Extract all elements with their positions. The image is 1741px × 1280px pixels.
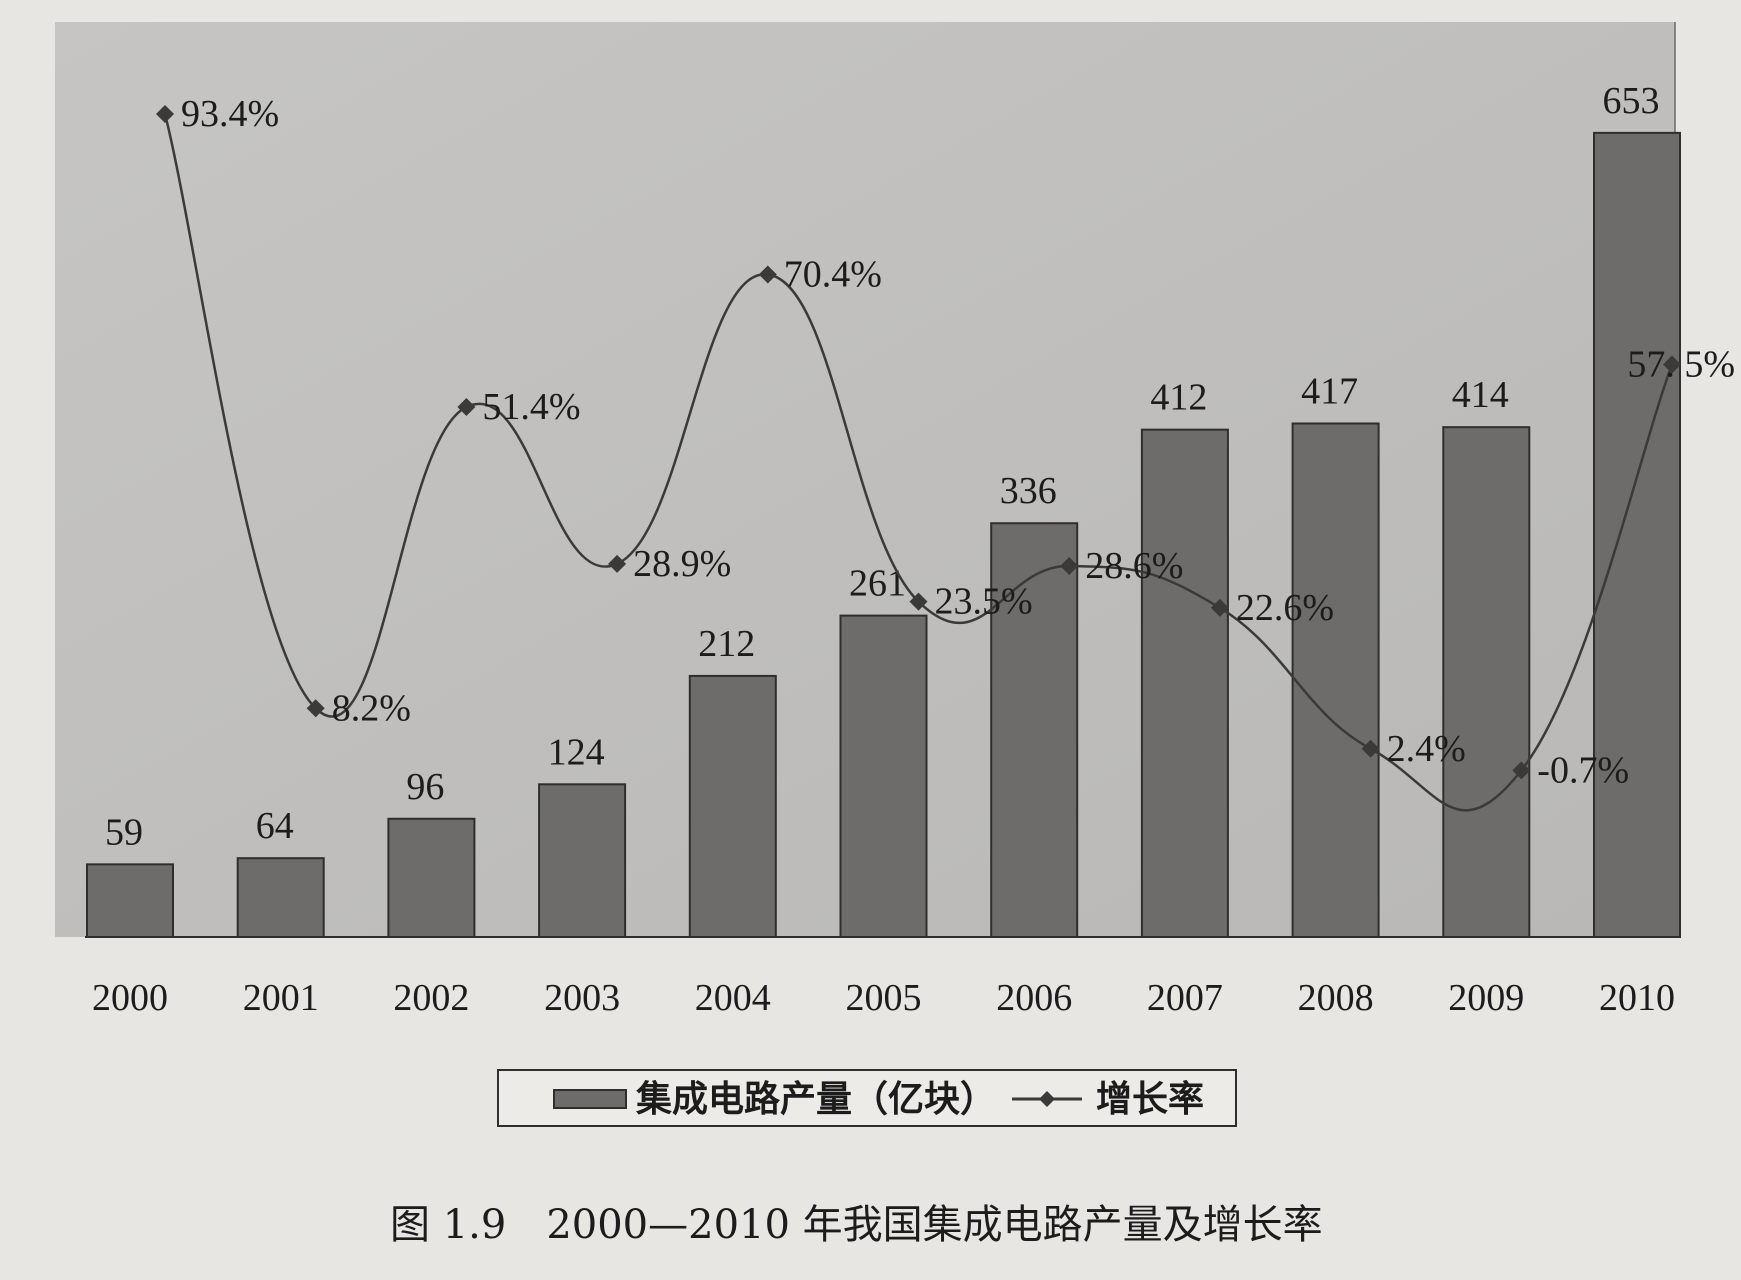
bar-label-2003: 124 [548,731,605,773]
bar-2005 [839,614,928,939]
bars [86,131,1681,939]
rate-label-2002: 51.4% [482,386,580,428]
bar-label-2006: 336 [1000,470,1057,512]
legend: 集成电路产量（亿块） 增长率 [497,1069,1237,1127]
rate-point-2002 [457,397,476,416]
bar-2002 [387,817,476,938]
x-tick-label-2006: 2006 [996,977,1072,1019]
legend-bar-label: 集成电路产量（亿块） [635,1079,996,1120]
x-tick-label-2003: 2003 [544,977,620,1019]
x-tick-label-2009: 2009 [1448,977,1524,1019]
bar-2010 [1593,131,1681,938]
rate-label-2008: 2.4% [1387,728,1466,770]
rate-label-2000: 93.4% [181,93,279,135]
x-tick-label-2002: 2002 [393,977,469,1019]
legend-bar-swatch [553,1089,627,1109]
rate-label-2009: -0.7% [1537,749,1629,791]
bar-labels: 59 64 96 124 212 261 336 412 417 414 653 [105,80,1660,853]
bar-label-2008: 417 [1301,370,1358,412]
bar-label-2002: 96 [406,766,444,808]
bar-2001 [236,857,325,939]
rate-point-2008 [1361,739,1380,758]
rate-point-2010 [1663,355,1681,374]
rate-point-2009 [1512,761,1531,780]
rate-point-2003 [608,554,627,573]
rate-point-2007 [1210,598,1229,617]
bar-2000 [86,863,174,938]
x-tick-labels: 2000 2001 2002 2003 2004 2005 2006 2007 2008 2009… [92,977,1675,1019]
bar-2009 [1442,426,1531,938]
x-tick-label-2007: 2007 [1147,977,1223,1019]
bar-2008 [1291,422,1380,939]
bar-2007 [1140,428,1229,938]
rate-series [156,105,1681,812]
bar-2006 [990,522,1079,938]
x-tick-label-2004: 2004 [695,977,771,1019]
rate-point-2001 [306,699,325,718]
bar-2004 [688,674,777,938]
rate-point-2006 [1060,557,1079,576]
rate-point-2004 [758,265,777,284]
rate-label-2004: 70.4% [784,253,882,295]
bar-label-2001: 64 [256,805,294,847]
rate-label-2001: 8.2% [332,687,411,729]
legend-line-label: 增长率 [1096,1079,1204,1120]
x-tick-label-2005: 2005 [846,977,922,1019]
rate-label-2003: 28.9% [633,543,731,585]
bar-label-2009: 414 [1452,374,1509,416]
bar-label-2005: 261 [849,563,906,605]
x-tick-label-2008: 2008 [1298,977,1374,1019]
bar-2003 [538,783,627,938]
x-tick-label-2010: 2010 [1599,977,1675,1019]
bar-label-2007: 412 [1150,377,1207,419]
x-tick-label-2000: 2000 [92,977,168,1019]
rate-point-2005 [909,592,928,611]
figure-caption: 图 1.9 2000—2010 年我国集成电路产量及增长率 [390,1202,1323,1248]
rate-label-2007: 22.6% [1236,587,1334,629]
x-tick-label-2001: 2001 [243,977,319,1019]
legend-marker-icon [1039,1091,1055,1107]
bar-label-2010: 653 [1603,80,1660,122]
rate-label-2005: 23.5% [935,581,1033,623]
rate-point-2000 [156,105,174,124]
rate-label-2006: 28.6% [1085,545,1183,587]
rate-labels: 93.4% 8.2% 51.4% 28.9% 70.4% 23.5% 28.6% 22.6% 2… [181,93,1735,791]
bar-label-2000: 59 [105,811,143,853]
bar-label-2004: 212 [698,623,755,665]
rate-label-2010: 57. 5% [1627,343,1735,385]
rate-line [163,113,1674,812]
